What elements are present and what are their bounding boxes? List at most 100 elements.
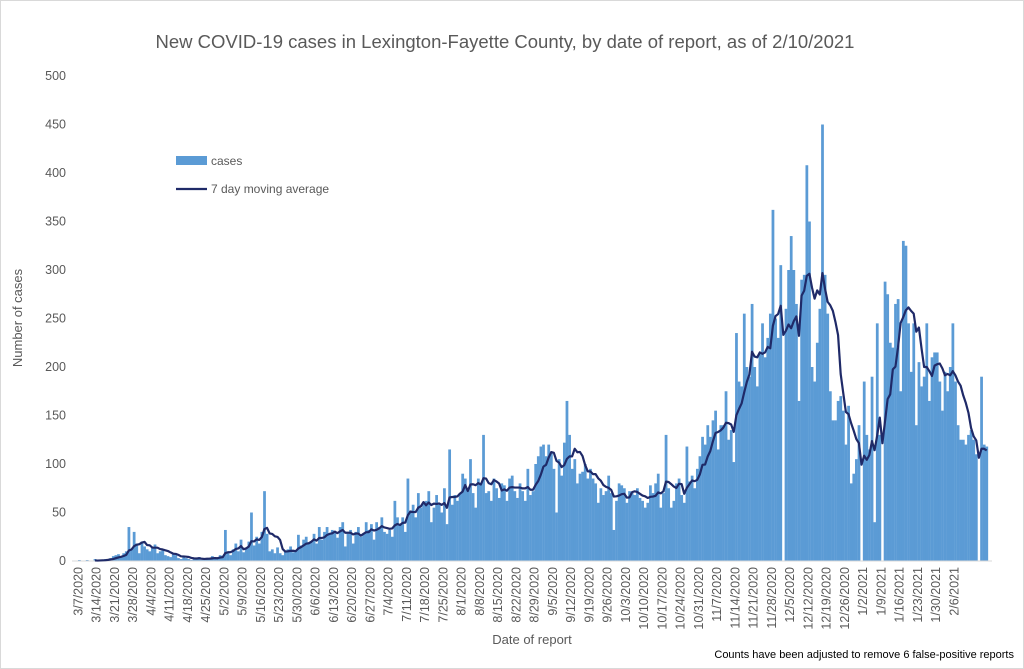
bar [938,381,942,561]
bar [909,371,913,561]
bar [539,446,543,561]
bar [151,547,154,561]
x-tick-label: 8/29/2020 [528,567,542,623]
bar [886,294,890,561]
bar [320,539,324,561]
bar [948,367,952,561]
bar [529,495,532,561]
bar [972,439,976,561]
y-tick-label: 300 [45,263,66,277]
y-tick-label: 200 [45,360,66,374]
bar [403,531,407,561]
x-tick-label: 6/20/2020 [345,567,359,623]
bar [244,547,248,561]
y-tick-label: 400 [45,166,66,180]
bar [669,507,673,561]
bar [555,512,558,561]
bar [388,529,392,561]
bar [914,425,918,561]
bar [888,342,892,561]
bar [828,391,832,561]
bar [899,391,903,561]
bar [260,531,264,561]
x-tick-label: 1/16/2021 [893,567,907,623]
bar [234,543,238,561]
x-tick-label: 8/22/2020 [509,567,523,623]
bar [604,491,608,561]
bar [500,483,504,561]
bar [242,552,246,561]
bar [875,323,879,561]
bar [789,236,793,562]
bar [143,546,146,561]
bar [195,559,199,561]
bar [847,405,850,561]
bar [557,459,561,561]
bar [424,500,428,561]
bar [724,391,728,561]
x-tick-label: 9/19/2020 [582,567,596,623]
legend: cases 7 day moving average [176,154,329,196]
y-axis-ticks: 0 50 100 150 200 250 300 350 400 450 500 [45,69,66,568]
bar [503,485,506,561]
bar [852,473,856,561]
x-tick-label: 5/2/2020 [217,567,231,616]
bar [654,483,658,561]
bar [124,551,128,561]
bar [184,558,188,561]
bar [755,386,759,561]
bar [576,483,579,561]
bar [542,444,545,561]
x-tick-label: 3/21/2020 [108,567,122,623]
bar [130,549,133,561]
x-tick-label: 11/28/2020 [765,567,779,629]
bar [411,504,415,561]
bar [526,468,530,561]
bar [323,531,326,561]
bar [815,342,819,561]
bar [224,529,227,561]
bar [706,425,710,561]
bar [119,556,123,561]
bar [226,553,230,561]
bar [740,386,744,561]
bar [430,522,433,561]
legend-label-cases: cases [211,154,242,168]
bar [857,425,861,561]
bar [263,491,266,561]
bar [625,502,629,561]
bar [377,527,381,561]
bar [787,270,790,561]
bar [513,491,517,561]
x-tick-label: 10/24/2020 [674,567,688,630]
legend-swatch-cases [176,156,207,165]
bar [649,485,652,561]
x-tick-label: 5/23/2020 [272,567,286,623]
bar [646,502,650,561]
bar [330,529,334,561]
bar [714,410,717,561]
bar [192,558,196,561]
bar [745,367,749,561]
bar [742,313,746,561]
bar [351,543,355,561]
bar [609,493,613,561]
bar [398,524,402,561]
bar [148,551,152,561]
bar [667,488,671,561]
bar [703,444,707,561]
bar [774,318,777,561]
bar [291,552,295,561]
bar [440,512,444,561]
bar [158,551,162,561]
bar [763,357,767,561]
x-tick-label: 11/7/2020 [710,567,724,622]
footnote: Counts have been adjusted to remove 6 fa… [714,649,1014,661]
bar [836,400,840,561]
bar [688,481,691,561]
bar [547,444,551,561]
bar [237,551,240,561]
x-tick-label: 12/5/2020 [783,567,797,623]
x-tick-label: 3/14/2020 [90,567,104,623]
